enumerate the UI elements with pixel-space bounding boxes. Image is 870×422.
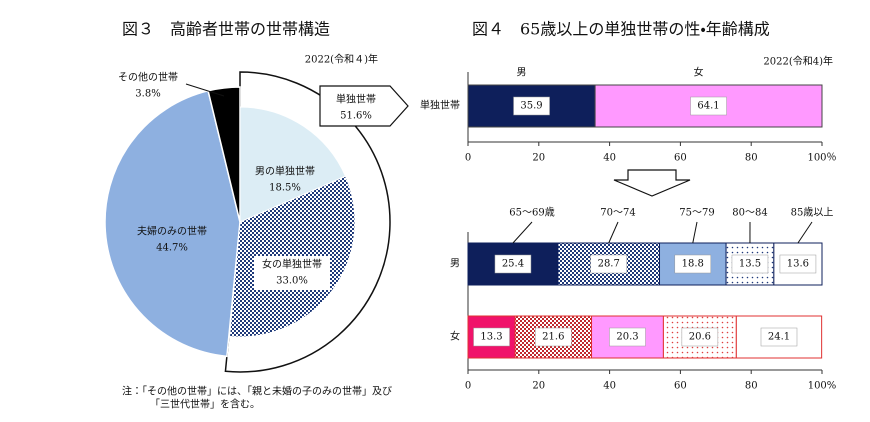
x-tick-label: 20 (532, 381, 545, 392)
leader-line (692, 221, 698, 244)
value-label: 28.7 (598, 259, 620, 270)
x-tick-label: 40 (603, 153, 616, 164)
chart-title: 図３ 高齢者世帯の世帯構造 (122, 20, 330, 39)
category-label: 男 (450, 258, 460, 270)
series-name: 女 (694, 66, 704, 79)
note: 注：「その他の世帯」には、「親と未婚の子のみの世帯」及び (122, 385, 392, 398)
chart-subtitle: 2022(令和４)年 (305, 53, 378, 66)
value-label-box (590, 254, 627, 274)
value-label: 25.4 (502, 259, 524, 270)
series-name: 85歳以上 (791, 207, 834, 219)
sub-value-label: 18.5% (269, 183, 301, 194)
x-tick-label: 60 (674, 381, 687, 392)
value-label-box (760, 327, 798, 347)
value-label: 20.3 (616, 332, 638, 343)
note: 「三世代世帯」を含む。 (150, 398, 260, 411)
x-tick-label: 100％ (807, 153, 836, 164)
value-label: 20.6 (689, 332, 711, 343)
x-tick-label: 40 (603, 381, 616, 392)
value-label: 51.6% (340, 111, 372, 122)
sub-value-label: 33.0% (276, 276, 308, 287)
value-label: 21.6 (542, 332, 564, 343)
pie-slice (104, 89, 241, 358)
series-name: 75～79 (679, 208, 714, 219)
x-tick-label: 100% (808, 381, 837, 392)
sub-category-label: 女の単独世帯 (262, 258, 322, 271)
leader-line (797, 221, 813, 244)
value-label-box (535, 327, 572, 347)
value-label: 13.5 (739, 259, 761, 270)
x-tick-label: 0 (465, 381, 471, 392)
value-label-box (674, 254, 712, 274)
x-tick-label: 20 (532, 153, 545, 164)
value-label-box (494, 254, 532, 274)
chart-title: 図４ 65歳以上の単独世帯の性・年齢構成 (472, 20, 770, 39)
leader-line (608, 221, 619, 244)
value-label-box (609, 327, 646, 347)
series-name: 70～74 (600, 208, 635, 219)
category-label: 女 (450, 330, 460, 343)
series-name: 80～84 (732, 208, 767, 219)
value-label: 13.6 (787, 259, 809, 270)
category-label: 単独世帯 (336, 93, 376, 106)
value-label: 44.7% (156, 243, 188, 254)
value-label-box (731, 254, 769, 274)
chart-subtitle: 2022(令和4)年 (763, 55, 833, 68)
value-label-box (681, 327, 719, 347)
category-label: 夫婦のみの世帯 (137, 225, 207, 238)
leader-line (512, 221, 533, 244)
value-label-box (779, 254, 817, 274)
value-label: 13.3 (480, 332, 502, 343)
series-name: 男 (517, 67, 527, 79)
series-name: 65～69歳 (509, 207, 554, 219)
value-label-box (513, 96, 550, 116)
label-bg (254, 256, 330, 290)
label-arrow-box (319, 85, 409, 127)
value-label: 24.1 (768, 332, 790, 343)
value-label: 64.1 (697, 101, 719, 112)
category-label: その他の世帯 (118, 71, 178, 84)
x-tick-label: 60 (674, 153, 687, 164)
value-label: 35.9 (520, 101, 542, 112)
value-label-box (473, 327, 510, 347)
value-label-box (690, 96, 727, 116)
value-label: 18.8 (682, 259, 704, 270)
x-tick-label: 80 (745, 153, 758, 164)
sub-category-label: 男の単独世帯 (255, 165, 315, 178)
value-label: 3.8% (135, 89, 160, 100)
leader-line (185, 83, 225, 97)
down-arrow (613, 169, 691, 197)
x-tick-label: 80 (745, 381, 758, 392)
category-label: 単独世帯 (420, 99, 460, 112)
x-tick-label: 0 (465, 153, 471, 164)
sub-slice (239, 106, 347, 223)
